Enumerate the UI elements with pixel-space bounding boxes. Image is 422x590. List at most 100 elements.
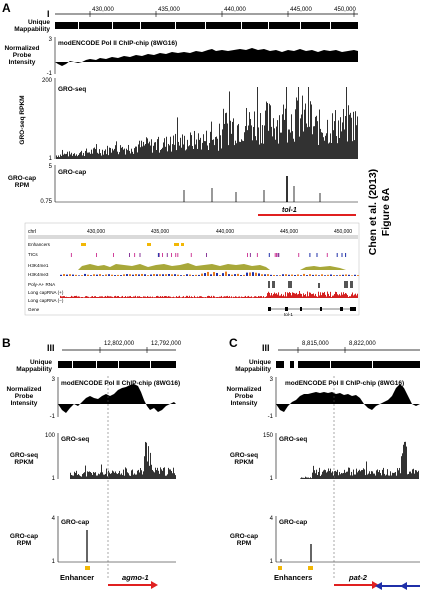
signal-bar <box>306 477 307 479</box>
h3k4me3-bar <box>348 274 350 276</box>
signal-bar <box>220 135 221 159</box>
signal-bar <box>327 119 328 159</box>
caprna-bar <box>296 292 297 298</box>
signal-bar <box>342 473 343 479</box>
caprna-bar <box>286 296 287 298</box>
svg-text:GRO-cap: GRO-cap <box>8 175 36 182</box>
signal-bar <box>100 472 101 479</box>
caprna-bar <box>86 296 87 298</box>
signal-bar <box>272 136 273 159</box>
signal-bar <box>367 474 368 479</box>
signal-bar <box>162 147 163 159</box>
signal-bar <box>240 142 241 159</box>
signal-bar <box>365 475 366 479</box>
caprna-bar <box>325 294 326 298</box>
signal-bar <box>148 446 149 479</box>
caprna-bar <box>347 295 348 298</box>
signal-bar <box>118 473 119 479</box>
signal-bar <box>110 473 111 479</box>
h3k4me3-bar <box>336 275 338 276</box>
browser-enhancers <box>81 243 184 246</box>
signal-bar <box>270 105 271 159</box>
caprna-bar <box>256 296 257 298</box>
signal-bar <box>139 140 140 159</box>
signal-bar <box>269 103 270 159</box>
tic-mark <box>341 253 343 257</box>
signal-bar <box>192 145 193 159</box>
tic-mark <box>175 253 177 257</box>
signal-bar <box>311 104 312 159</box>
caprna-bar <box>239 296 240 298</box>
caprna-bar <box>78 296 79 298</box>
caprna-bar <box>146 297 147 298</box>
h3k4me3-bar <box>303 273 305 276</box>
caprna-bar <box>170 296 171 298</box>
caprna-bar <box>212 297 213 298</box>
h3k4me3-bar <box>216 272 218 276</box>
signal-bar <box>280 132 281 159</box>
signal-bar <box>230 120 231 159</box>
signal-bar <box>198 133 199 159</box>
signal-bar <box>119 470 120 479</box>
signal-bar <box>91 149 92 159</box>
browser-tick: 445,000 <box>280 229 298 235</box>
signal-bar <box>90 153 91 159</box>
h3k4me3-bar <box>276 275 278 276</box>
h3k4me3-bar <box>273 274 275 276</box>
caprna-bar <box>355 293 356 298</box>
svg-text:Unique: Unique <box>249 359 271 366</box>
caprna-bar <box>195 297 196 298</box>
caprna-bar <box>117 296 118 298</box>
h3k4me3-bar <box>111 274 113 276</box>
signal-bar <box>244 132 245 159</box>
signal-bar <box>324 140 325 159</box>
h3k4me3-bar <box>162 274 164 276</box>
signal-bar <box>283 104 284 159</box>
caprna-bar <box>222 297 223 298</box>
signal-bar <box>312 134 313 159</box>
browser-track-labels: Enhancers TICs H3K4me1 H3K4me3 Poly-A+ R… <box>28 242 64 312</box>
h3k4me3-bar <box>96 274 98 276</box>
h3k4me3-bar <box>174 274 176 276</box>
svg-text:RPM: RPM <box>17 540 31 547</box>
signal-bar <box>338 120 339 159</box>
signal-bar <box>351 471 352 479</box>
signal-bar <box>413 468 414 479</box>
signal-bar <box>149 141 150 159</box>
caprna-bar <box>192 296 193 298</box>
caprna-bar <box>233 296 234 298</box>
caprna-bar <box>234 297 235 298</box>
h3k4me3-bar <box>294 274 296 276</box>
h3k4me3-bar <box>258 273 260 276</box>
signal-bar <box>405 441 406 479</box>
signal-bar <box>92 474 93 479</box>
signal-bar <box>331 143 332 159</box>
signal-bar <box>197 148 198 159</box>
signal-bar <box>324 469 325 479</box>
signal-bar <box>398 470 399 479</box>
signal-bar <box>125 467 126 479</box>
svg-text:RPM: RPM <box>15 182 29 189</box>
signal-bar <box>98 473 99 479</box>
signal-bar <box>403 444 404 479</box>
panel-a-groseq-bars <box>56 87 358 159</box>
signal-bar <box>143 141 144 159</box>
caprna-bar <box>269 292 270 298</box>
tick-label: 445,000 <box>290 7 312 13</box>
caprna-bar <box>339 294 340 298</box>
caprna-bar <box>283 294 284 298</box>
signal-bar <box>126 148 127 159</box>
signal-bar <box>400 473 401 479</box>
caprna-bar <box>73 296 74 298</box>
tic-mark <box>157 253 159 257</box>
signal-bar <box>134 473 135 479</box>
caprna-bar <box>203 297 204 298</box>
caprna-bar <box>87 296 88 298</box>
signal-bar <box>65 154 66 159</box>
signal-bar <box>112 470 113 479</box>
signal-bar <box>171 471 172 479</box>
signal-bar <box>228 145 229 159</box>
caprna-bar <box>304 295 305 298</box>
signal-bar <box>68 156 69 159</box>
caprna-bar <box>340 295 341 298</box>
